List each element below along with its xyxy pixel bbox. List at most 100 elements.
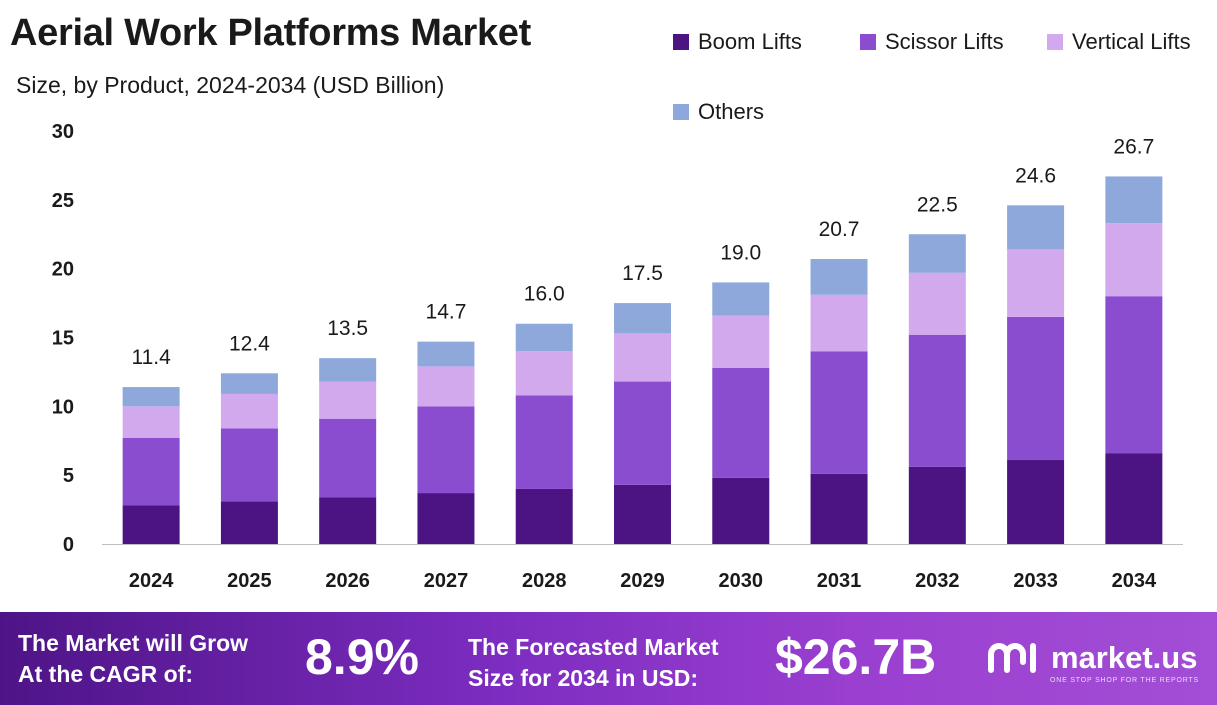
total-label-2024: 11.4	[131, 346, 171, 369]
legend-swatch-vertical-lifts	[1047, 34, 1063, 50]
bar-others-2032	[908, 234, 966, 273]
bar-scissor-lifts-2025	[220, 428, 278, 502]
x-tick-label-2031: 2031	[817, 570, 862, 592]
bar-others-2033	[1007, 205, 1065, 250]
x-tick-label-2030: 2030	[719, 570, 764, 592]
bar-boom-lifts-2027	[417, 493, 475, 544]
legend-label-vertical-lifts: Vertical Lifts	[1072, 29, 1191, 54]
bar-scissor-lifts-2034	[1105, 296, 1163, 454]
bar-scissor-lifts-2029	[614, 381, 671, 485]
chart-subtitle: Size, by Product, 2024-2034 (USD Billion…	[16, 72, 445, 98]
bar-others-2028	[515, 323, 573, 352]
bar-others-2030	[712, 282, 770, 316]
bar-scissor-lifts-2030	[712, 367, 770, 478]
x-tick-label-2024: 2024	[129, 570, 174, 592]
legend-label-boom-lifts: Boom Lifts	[698, 29, 802, 54]
x-tick-label-2032: 2032	[915, 570, 960, 592]
total-label-2029: 17.5	[622, 262, 663, 285]
x-tick-label-2029: 2029	[620, 570, 665, 592]
bar-scissor-lifts-2027	[417, 406, 475, 494]
total-label-2025: 12.4	[229, 332, 270, 355]
total-label-2026: 13.5	[327, 317, 368, 340]
y-tick-label-0: 0	[63, 534, 74, 556]
bar-others-2025	[220, 373, 278, 394]
legend-item-vertical-lifts: Vertical Lifts	[1047, 29, 1191, 55]
x-tick-label-2028: 2028	[522, 570, 567, 592]
bar-vertical-lifts-2027	[417, 366, 475, 407]
bar-scissor-lifts-2032	[908, 334, 966, 467]
total-label-2034: 26.7	[1113, 135, 1154, 158]
bar-boom-lifts-2026	[319, 497, 377, 544]
legend-item-others: Others	[673, 99, 764, 125]
market-us-logo-icon	[988, 643, 1036, 673]
x-tick-label-2033: 2033	[1013, 570, 1058, 592]
bar-vertical-lifts-2026	[319, 381, 377, 419]
bar-scissor-lifts-2026	[319, 418, 377, 498]
total-label-2031: 20.7	[819, 218, 860, 241]
legend-item-scissor-lifts: Scissor Lifts	[860, 29, 1004, 55]
total-label-2030: 19.0	[720, 241, 761, 264]
bar-vertical-lifts-2024	[122, 406, 180, 438]
market-us-logo: market.us	[985, 638, 1197, 678]
legend-label-others: Others	[698, 99, 765, 124]
logo-tagline: ONE STOP SHOP FOR THE REPORTS	[1050, 677, 1199, 684]
bar-boom-lifts-2028	[515, 488, 573, 544]
bar-others-2031	[810, 259, 868, 295]
y-tick-label-25: 25	[52, 190, 74, 212]
x-tick-label-2025: 2025	[227, 570, 272, 592]
bar-boom-lifts-2030	[712, 477, 770, 544]
cagr-label-line1: The Market will Grow	[18, 630, 249, 656]
forecast-label-line2: Size for 2034 in USD:	[468, 665, 699, 691]
summary-banner: The Market will Grow At the CAGR of: 8.9…	[0, 612, 1217, 705]
y-tick-label-15: 15	[52, 328, 74, 350]
bar-vertical-lifts-2033	[1007, 249, 1065, 317]
cagr-label: The Market will Grow At the CAGR of:	[18, 628, 248, 690]
forecast-label-line1: The Forecasted Market	[468, 634, 719, 660]
cagr-value: 8.9%	[305, 629, 419, 685]
x-tick-label-2034: 2034	[1112, 570, 1157, 592]
bar-vertical-lifts-2030	[712, 315, 770, 368]
bar-vertical-lifts-2025	[220, 393, 278, 429]
bar-boom-lifts-2025	[220, 501, 278, 544]
bar-others-2029	[614, 303, 671, 334]
bar-scissor-lifts-2031	[810, 351, 868, 474]
legend-swatch-boom-lifts	[673, 34, 689, 50]
chart-title: Aerial Work Platforms Market	[10, 12, 531, 54]
legend-swatch-scissor-lifts	[860, 34, 876, 50]
y-tick-label-5: 5	[63, 465, 74, 487]
bar-boom-lifts-2033	[1007, 460, 1065, 544]
bar-scissor-lifts-2028	[515, 395, 573, 489]
legend-item-boom-lifts: Boom Lifts	[673, 29, 802, 55]
y-tick-label-20: 20	[52, 259, 74, 281]
bar-vertical-lifts-2029	[614, 333, 671, 382]
y-tick-label-10: 10	[52, 396, 74, 418]
total-label-2032: 22.5	[917, 193, 958, 216]
total-label-2028: 16.0	[524, 283, 565, 306]
bar-others-2034	[1105, 176, 1163, 224]
bar-vertical-lifts-2031	[810, 294, 868, 352]
total-label-2033: 24.6	[1015, 164, 1056, 187]
forecast-value: $26.7B	[775, 629, 937, 685]
stacked-bar-chart: 05101520253011.4202412.4202513.5202614.7…	[52, 121, 1183, 592]
x-tick-label-2026: 2026	[325, 570, 370, 592]
total-label-2027: 14.7	[426, 301, 467, 324]
legend-swatch-others	[673, 104, 689, 120]
bar-boom-lifts-2031	[810, 473, 868, 544]
bar-boom-lifts-2034	[1105, 453, 1163, 544]
cagr-label-line2: At the CAGR of:	[18, 661, 194, 687]
bar-boom-lifts-2024	[122, 505, 180, 544]
bar-vertical-lifts-2034	[1105, 223, 1163, 297]
x-tick-label-2027: 2027	[424, 570, 469, 592]
bar-boom-lifts-2029	[614, 484, 671, 544]
logo-wordmark: market.us	[1051, 640, 1198, 675]
bar-others-2026	[319, 358, 377, 382]
bar-boom-lifts-2032	[908, 466, 966, 544]
bar-scissor-lifts-2033	[1007, 316, 1065, 461]
forecast-label: The Forecasted Market Size for 2034 in U…	[468, 632, 719, 694]
bar-vertical-lifts-2028	[515, 351, 573, 396]
y-tick-label-30: 30	[52, 121, 74, 143]
bar-others-2024	[122, 387, 180, 407]
legend-label-scissor-lifts: Scissor Lifts	[885, 29, 1004, 54]
bar-vertical-lifts-2032	[908, 272, 966, 335]
bar-scissor-lifts-2024	[122, 437, 180, 506]
